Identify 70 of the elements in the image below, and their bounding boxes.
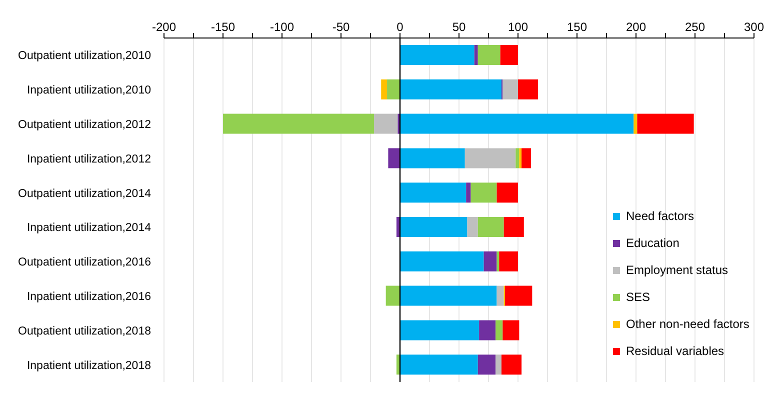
y-tick-label: Inpatient utilization,2010	[26, 84, 151, 97]
bar	[518, 79, 538, 100]
x-tick-label: 250	[684, 20, 706, 34]
bar	[386, 286, 400, 306]
x-tick-label: 50	[452, 20, 466, 34]
bar	[496, 182, 518, 203]
bar	[501, 354, 522, 375]
bar	[400, 286, 497, 306]
bar	[502, 320, 520, 340]
bar	[400, 114, 634, 134]
bar	[637, 114, 694, 134]
bar	[388, 148, 400, 168]
bar	[519, 148, 522, 168]
bar	[499, 251, 518, 272]
y-tick-label: Inpatient utilization,2016	[26, 291, 151, 303]
x-tick-label: -100	[270, 20, 294, 34]
bar	[466, 182, 471, 203]
bar	[478, 217, 504, 237]
bar	[634, 114, 638, 134]
bar	[502, 79, 518, 100]
x-tick-label: 100	[508, 20, 528, 34]
y-tick-label: Outpatient utilization,2012	[18, 119, 151, 131]
x-tick-label: 150	[566, 20, 588, 34]
bar	[496, 320, 503, 340]
legend-label: SES	[626, 289, 650, 306]
bar	[400, 45, 474, 65]
y-tick-label: Outpatient utilization,2018	[18, 325, 151, 338]
bar	[400, 320, 480, 340]
bar	[400, 217, 468, 237]
legend-label: Need factors	[626, 208, 694, 225]
x-tick-label: 0	[396, 20, 404, 34]
legend-label: Employment status	[626, 262, 728, 279]
y-tick-label: Outpatient utilization,2010	[18, 50, 151, 62]
bar	[522, 148, 531, 168]
y-tick-label: Outpatient utilization,2014	[18, 188, 152, 200]
bar	[400, 251, 484, 272]
bar	[381, 79, 388, 100]
bar	[484, 251, 497, 272]
bar	[400, 79, 502, 100]
bar	[478, 354, 496, 375]
y-tick-label: Inpatient utilization,2014	[26, 222, 152, 234]
x-tick-label: -200	[152, 20, 176, 34]
y-tick-label: Inpatient utilization,2018	[26, 360, 151, 372]
legend-label: Other non-need factors	[626, 316, 750, 333]
bar	[400, 182, 466, 203]
bar	[496, 354, 502, 375]
bar	[505, 286, 532, 306]
bar	[479, 320, 496, 340]
bar	[374, 114, 398, 134]
x-tick-label: 200	[626, 20, 646, 34]
bar	[478, 45, 500, 65]
bar	[400, 354, 478, 375]
y-tick-label: Outpatient utilization,2016	[18, 256, 151, 269]
legend-label: Education	[626, 235, 680, 252]
bar	[500, 45, 518, 65]
legend-label: Residual variables	[626, 343, 724, 360]
bar	[400, 148, 465, 168]
x-tick-label: 300	[744, 20, 764, 34]
bar	[516, 148, 520, 168]
bar	[504, 217, 524, 237]
bar	[464, 148, 516, 168]
bar	[387, 79, 400, 100]
bar	[474, 45, 478, 65]
bar	[470, 182, 497, 203]
bar	[223, 114, 374, 134]
bar	[496, 286, 504, 306]
bar	[467, 217, 478, 237]
y-tick-label: Inpatient utilization,2012	[26, 153, 151, 166]
x-tick-label: -50	[332, 20, 350, 34]
x-tick-label: -150	[210, 20, 236, 34]
